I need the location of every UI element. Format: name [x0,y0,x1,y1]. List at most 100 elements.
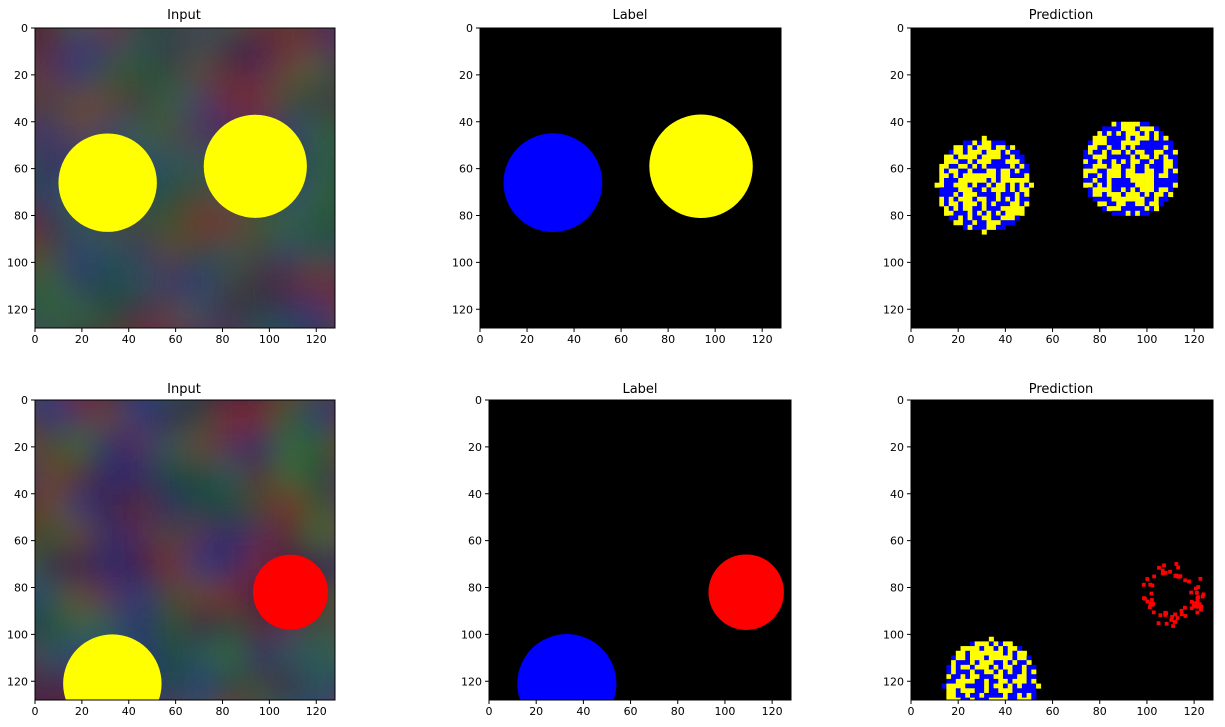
pixel [962,192,968,198]
pixel [1135,206,1141,212]
noise-cell [65,298,99,328]
pixel [972,201,978,207]
pixel [1019,173,1025,179]
pixel [1024,178,1030,184]
pixel [948,215,954,221]
pixel [1144,131,1150,137]
noise-cell [95,298,129,328]
pixel [1158,192,1164,198]
pixel [1139,154,1145,160]
predicted-blob [1141,562,1206,628]
pixel [1106,126,1112,132]
pixel [984,655,990,661]
noise-cell [65,490,99,524]
noise-cell [95,400,129,404]
x-tick-label: 120 [306,705,327,718]
noise-cell [275,400,309,434]
noise-cell [215,550,249,584]
noise-cell [335,268,369,302]
noise-cell [335,328,369,362]
pixel [955,688,961,694]
pixel [1012,660,1018,666]
pixel [974,650,980,656]
pixel [998,669,1004,675]
pixel [1014,215,1020,221]
pixel [991,210,997,216]
pixel [981,149,987,155]
pixel [1149,168,1155,174]
pixel [1139,149,1145,155]
noise-cell [185,520,219,554]
pixel [1005,201,1011,207]
pixel [975,702,980,707]
pixel [1106,149,1112,155]
y-tick-label: 20 [890,69,904,82]
pixel [986,173,992,179]
pixel [977,215,983,221]
pixel [993,664,999,670]
pixel [1183,614,1188,618]
noise-cell [125,400,159,434]
pixel [974,678,980,684]
pixel [1092,168,1098,174]
pixel [1158,149,1164,155]
pixel [995,145,1001,151]
x-tick-label: 80 [216,333,230,346]
pixel [1106,168,1112,174]
pixel [1102,154,1108,160]
pixel [1111,168,1117,174]
pixel [1198,576,1203,581]
pixel [1014,210,1020,216]
pixel [1168,192,1174,198]
pixel [1007,669,1013,675]
noise-cell [215,298,249,328]
pixel [1097,178,1103,184]
pixel [1021,697,1027,700]
pixel [989,702,994,707]
pixel [993,683,999,689]
axes-frame [34,399,336,701]
pixel [958,149,964,155]
noise-cell [275,208,309,242]
pixel [1149,135,1155,141]
pixel [939,173,945,179]
pixel [1000,163,1006,169]
pixel [1144,168,1150,174]
pixel [1019,187,1025,193]
pixel [960,660,966,666]
pixel [1125,206,1131,212]
pixel [986,224,992,230]
pixel [1158,168,1164,174]
pixel [991,154,997,160]
noise-cell [305,208,335,242]
pixel [991,149,997,155]
pixel [1106,182,1112,188]
pixel [965,669,971,675]
pixel [1106,173,1112,179]
y-tick-label: 0 [897,22,904,35]
pixel [969,641,976,647]
noise-cell [65,520,99,554]
pixel [1125,173,1131,179]
panel-label-top: Label 0 20 40 60 80 100 120 0 20 40 60 80 100 120 [452,8,782,346]
pixel [979,678,985,684]
pixel [1087,173,1093,179]
pixel [1005,192,1011,198]
pixel [981,229,987,235]
x-axis: 0 20 40 60 80 100 120 [486,700,783,718]
y-tick-label: 0 [466,22,473,35]
pixel [948,192,954,198]
pixel [991,173,997,179]
pixel [965,712,970,717]
noise-cell [35,580,69,614]
pixel [984,707,989,712]
noise-cell [125,580,159,614]
noise-cell [155,178,189,212]
pixel [1097,149,1103,155]
pixel [979,650,985,656]
y-tick-label: 20 [14,441,28,454]
pixel [1163,570,1168,575]
pixel [1083,159,1089,165]
pixel [1149,126,1155,132]
image-area [489,400,791,700]
